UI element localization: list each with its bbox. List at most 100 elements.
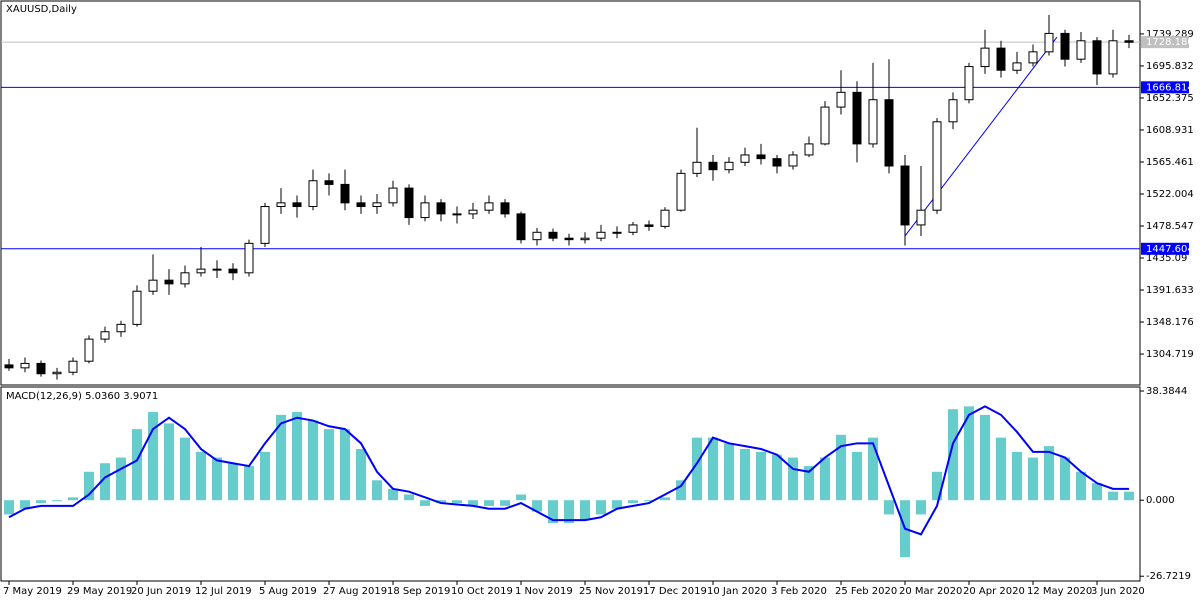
candle-body bbox=[548, 231, 558, 239]
candle-body bbox=[324, 180, 334, 185]
histogram-bar bbox=[388, 488, 398, 501]
candle-body bbox=[68, 360, 78, 373]
x-tick-label: 7 May 2019 bbox=[3, 586, 62, 597]
candle-body bbox=[132, 290, 142, 325]
candle-body bbox=[164, 279, 174, 285]
x-tick-label: 18 Sep 2019 bbox=[387, 586, 450, 597]
histogram-bar bbox=[164, 423, 174, 501]
histogram-bar bbox=[932, 471, 942, 501]
histogram-bar bbox=[820, 457, 830, 501]
y-tick-label: 1608.931 bbox=[1146, 125, 1194, 136]
trendline bbox=[904, 36, 1058, 237]
histogram-bar bbox=[868, 437, 878, 501]
candle-body bbox=[276, 202, 286, 208]
candle-body bbox=[612, 231, 622, 234]
candle-body bbox=[884, 99, 894, 167]
histogram-bar bbox=[1044, 446, 1054, 501]
candle-body bbox=[180, 272, 190, 285]
y-tick-label: 1478.547 bbox=[1146, 221, 1194, 232]
histogram-bar bbox=[148, 412, 158, 501]
price-line-box bbox=[1141, 242, 1189, 255]
x-tick-label: 29 May 2019 bbox=[67, 586, 132, 597]
candle-body bbox=[1124, 40, 1134, 43]
histogram-bar bbox=[916, 500, 926, 515]
y-tick-label: 1348.176 bbox=[1146, 317, 1194, 328]
y-tick-label: 38.3844 bbox=[1146, 386, 1187, 397]
histogram-bar bbox=[228, 463, 238, 501]
histogram-bar bbox=[244, 466, 254, 501]
price-line-label: 1666.814 bbox=[1146, 82, 1194, 93]
x-tick-label: 25 Feb 2020 bbox=[835, 586, 897, 597]
histogram-bar bbox=[852, 451, 862, 501]
histogram-bar bbox=[420, 500, 430, 506]
x-tick-label: 20 Apr 2020 bbox=[963, 586, 1025, 597]
histogram-bar bbox=[756, 451, 766, 501]
histogram-bar bbox=[612, 500, 622, 509]
histogram-bar bbox=[372, 480, 382, 501]
y-tick-label: 1391.633 bbox=[1146, 285, 1194, 296]
candle-body bbox=[4, 364, 14, 369]
price-line-box bbox=[1141, 81, 1189, 94]
histogram-bar bbox=[36, 500, 46, 504]
y-tick-label: 1522.004 bbox=[1146, 189, 1194, 200]
candle-body bbox=[468, 209, 478, 215]
y-tick-label: 1565.461 bbox=[1146, 157, 1194, 168]
candle-body bbox=[724, 161, 734, 171]
candle-body bbox=[1012, 62, 1022, 71]
candle-body bbox=[532, 231, 542, 241]
candle-body bbox=[500, 202, 510, 215]
histogram-bar bbox=[132, 429, 142, 501]
histogram-bar bbox=[548, 500, 558, 523]
candle-body bbox=[1028, 51, 1038, 64]
x-tick-label: 12 Jul 2019 bbox=[195, 586, 252, 597]
candle-body bbox=[452, 213, 462, 216]
histogram-bar bbox=[628, 500, 638, 504]
histogram-bar bbox=[724, 443, 734, 501]
candle-body bbox=[836, 91, 846, 108]
histogram-bar bbox=[484, 500, 494, 506]
x-tick-label: 3 Jun 2020 bbox=[1091, 586, 1145, 597]
histogram-bar bbox=[212, 457, 222, 501]
histogram-bar bbox=[100, 463, 110, 501]
candle-body bbox=[196, 268, 206, 274]
indicator-title: MACD(12,26,9) 5.0360 3.9071 bbox=[6, 391, 158, 402]
histogram-bar bbox=[660, 497, 670, 501]
candle-body bbox=[1076, 40, 1086, 60]
histogram-bar bbox=[404, 494, 414, 501]
histogram-bar bbox=[836, 434, 846, 501]
histogram-bar bbox=[644, 500, 654, 502]
y-tick-label: 1435.09 bbox=[1146, 253, 1187, 264]
histogram-bar bbox=[596, 500, 606, 515]
histogram-bar bbox=[740, 449, 750, 501]
y-tick-label: 1739.289 bbox=[1146, 29, 1194, 40]
histogram-bar bbox=[340, 429, 350, 501]
histogram-bar bbox=[116, 457, 126, 501]
histogram-bar bbox=[804, 466, 814, 501]
signal-line bbox=[8, 405, 1129, 536]
histogram-bar bbox=[564, 500, 574, 523]
candle-body bbox=[260, 206, 270, 244]
candle-body bbox=[36, 362, 46, 375]
histogram-bar bbox=[1012, 451, 1022, 501]
candle-body bbox=[116, 323, 126, 333]
histogram-bar bbox=[436, 500, 446, 504]
histogram-bar bbox=[580, 500, 590, 521]
histogram-bar bbox=[180, 437, 190, 501]
histogram-bar bbox=[500, 500, 510, 506]
histogram-bar bbox=[1028, 457, 1038, 501]
candle-body bbox=[644, 224, 654, 227]
candle-body bbox=[980, 47, 990, 68]
candle-body bbox=[804, 143, 814, 156]
candle-body bbox=[1092, 40, 1102, 75]
histogram-bar bbox=[532, 500, 542, 512]
histogram-bar bbox=[356, 449, 366, 501]
histogram-bar bbox=[68, 497, 78, 501]
candle-body bbox=[660, 209, 670, 227]
x-tick-label: 12 May 2020 bbox=[1027, 586, 1092, 597]
x-tick-label: 20 Jun 2019 bbox=[131, 586, 191, 597]
histogram-bar bbox=[324, 429, 334, 501]
candle-body bbox=[148, 279, 158, 292]
y-tick-label: 1652.375 bbox=[1146, 93, 1194, 104]
histogram-bar bbox=[308, 420, 318, 501]
candle-body bbox=[852, 91, 862, 145]
